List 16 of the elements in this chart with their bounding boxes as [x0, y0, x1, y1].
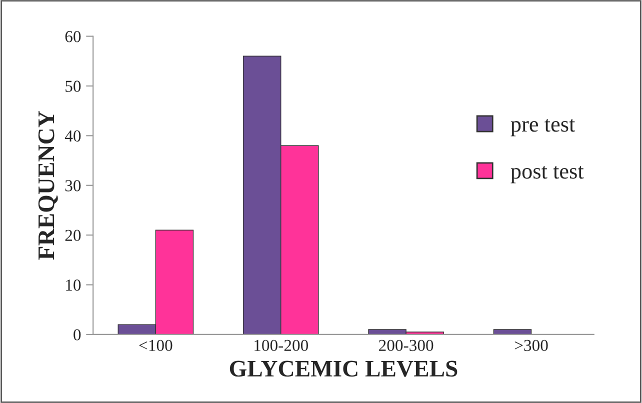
bar: [493, 329, 532, 334]
y-tick-label: 50: [66, 80, 81, 92]
y-tick-label: 60: [65, 30, 81, 42]
x-tick-label: 200-300: [379, 340, 434, 352]
y-tick-label: 10: [66, 279, 81, 291]
x-tick-label: 100-200: [254, 340, 308, 352]
y-axis-title: FREQUENCY: [38, 111, 58, 260]
y-tick-label: 40: [64, 130, 81, 142]
y-tick-label: 30: [65, 180, 81, 192]
y-tick-label: 20: [65, 230, 81, 242]
legend-label: pre test: [510, 119, 576, 136]
x-tick-label: <100: [139, 340, 172, 352]
legend-label: post test: [510, 166, 584, 184]
x-axis-title: GLYCEMIC LEVELS: [230, 360, 458, 377]
x-tick-label: >300: [514, 340, 548, 352]
y-tick-label: 0: [74, 329, 81, 340]
